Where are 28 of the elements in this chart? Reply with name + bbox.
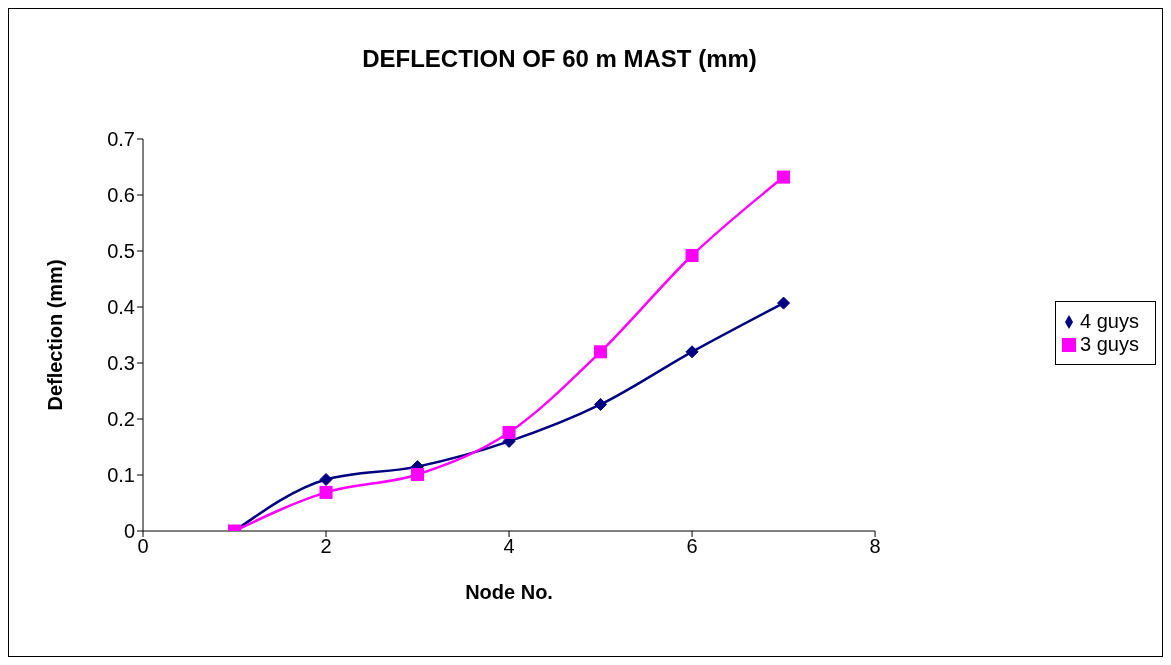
point [685,345,699,359]
chart-title: DEFLECTION OF 60 m MAST (mm) [361,45,758,73]
point [319,472,333,486]
point [777,296,791,310]
legend-label: 4 guys [1080,309,1139,332]
y-tick-label: 0 [123,520,135,543]
x-tick-label: 2 [320,535,332,558]
point [594,397,608,411]
y-axis-title: Deflection (mm) [44,259,67,411]
y-tick-label: 0.6 [107,184,135,207]
point [502,425,516,439]
y-tick-label: 0.4 [107,296,135,319]
point [319,485,333,499]
y-tick-label: 0.1 [107,464,135,487]
x-tick-label: 0 [137,535,149,558]
x-tick-label: 4 [503,535,515,558]
y-tick-label: 0.3 [107,352,135,375]
x-axis-title: Node No. [465,581,553,603]
point [685,248,699,262]
x-tick-label: 8 [869,535,881,558]
point [777,170,791,184]
x-tick-label: 6 [686,535,698,558]
y-tick-label: 0.2 [107,408,135,431]
point [594,345,608,359]
legend-label: 3 guys [1080,332,1139,355]
y-tick-label: 0.7 [107,128,135,151]
y-tick-label: 0.5 [107,240,135,263]
point [411,467,425,481]
